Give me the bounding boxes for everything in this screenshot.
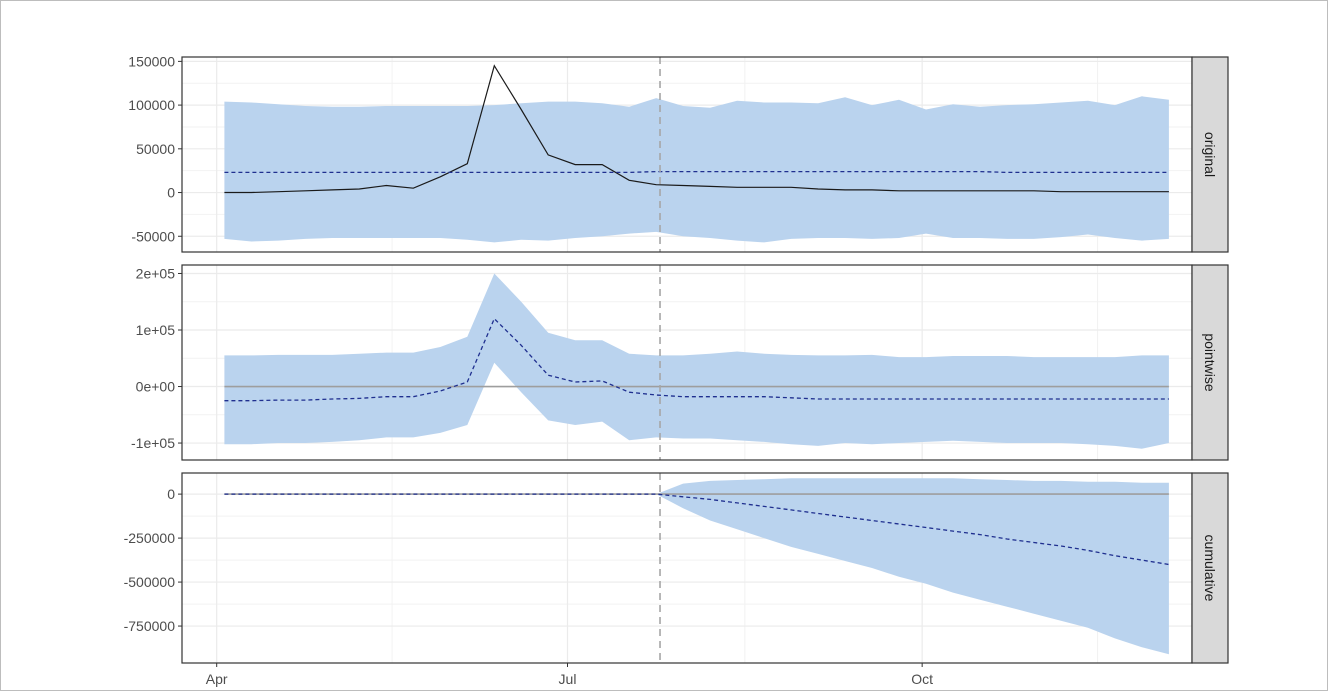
observed-line bbox=[224, 64, 1169, 194]
panel-cumulative: 0 -250000 -500000 -750000 cumulative bbox=[124, 472, 1229, 664]
y-tick-label: -750000 bbox=[124, 618, 176, 634]
facet-strip bbox=[1191, 264, 1229, 461]
panel-original: 150000 100000 50000 0 -50000 original bbox=[128, 53, 1229, 253]
y-tick-label: 2e+05 bbox=[136, 265, 176, 281]
predicted-line bbox=[224, 170, 1169, 174]
y-tick-label: -1e+05 bbox=[131, 435, 175, 451]
y-tick-label: 50000 bbox=[136, 141, 175, 157]
confidence-band bbox=[224, 273, 1169, 449]
y-tick-label: 0e+00 bbox=[136, 379, 176, 395]
y-tick-label: -250000 bbox=[124, 530, 176, 546]
facet-strip bbox=[1191, 472, 1229, 664]
x-tick-label: Oct bbox=[911, 671, 933, 687]
x-axis: Apr Jul Oct bbox=[206, 663, 933, 687]
panel-pointwise: 2e+05 1e+05 0e+00 -1e+05 pointwise bbox=[131, 264, 1229, 461]
facet-strip bbox=[1191, 56, 1229, 253]
facet-strip-label: cumulative bbox=[1202, 535, 1218, 602]
confidence-band bbox=[224, 96, 1169, 243]
confidence-band bbox=[224, 478, 1169, 655]
y-tick-label: 100000 bbox=[128, 97, 175, 113]
y-tick-label: 1e+05 bbox=[136, 322, 176, 338]
y-tick-label: 0 bbox=[167, 185, 175, 201]
chart-panels: 150000 100000 50000 0 -50000 original 2e+05 1e+… bbox=[124, 53, 1229, 664]
x-tick-label: Jul bbox=[559, 671, 577, 687]
predicted-line bbox=[224, 493, 1170, 566]
y-tick-label: -50000 bbox=[131, 228, 175, 244]
facet-strip-label: original bbox=[1202, 132, 1218, 177]
y-tick-label: -500000 bbox=[124, 574, 176, 590]
y-tick-label: 0 bbox=[167, 486, 175, 502]
y-tick-label: 150000 bbox=[128, 53, 175, 69]
facet-strip-label: pointwise bbox=[1202, 333, 1218, 392]
x-tick-label: Apr bbox=[206, 671, 228, 687]
predicted-line bbox=[224, 317, 1169, 402]
